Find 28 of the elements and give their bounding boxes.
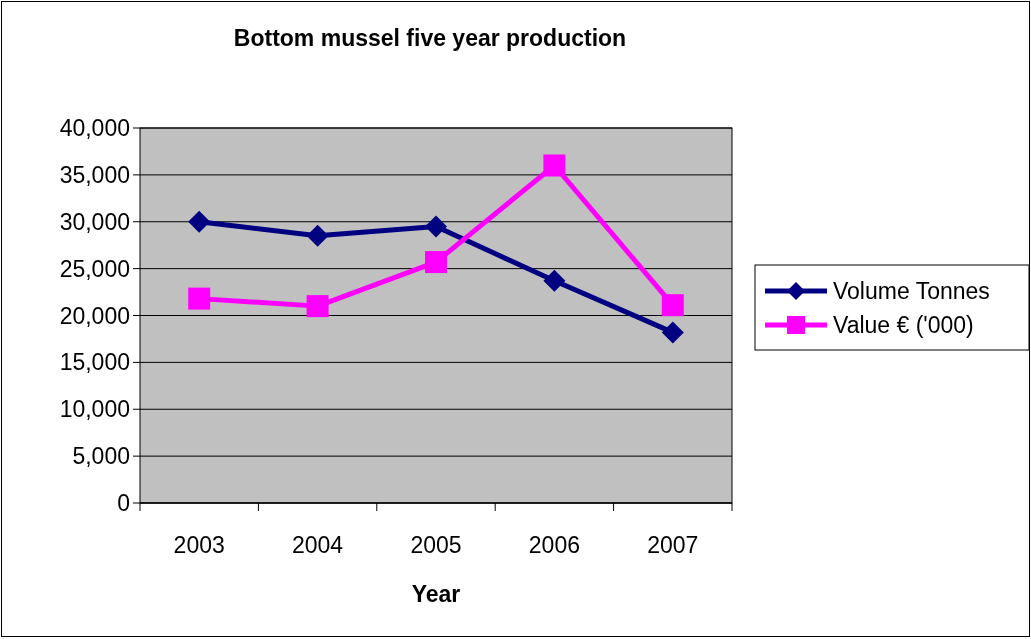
y-tick-label: 30,000	[59, 208, 130, 235]
point	[661, 321, 684, 344]
y-tick-label: 25,000	[59, 255, 130, 282]
y-tick-label: 15,000	[59, 349, 130, 376]
x-tick-label: 2005	[410, 532, 462, 558]
y-tick-label: 0	[117, 490, 130, 517]
point	[425, 215, 447, 238]
x-tick-label: 2004	[292, 532, 344, 558]
y-tick-label: 10,000	[59, 396, 130, 423]
point	[661, 294, 684, 317]
legend-label: Volume Tonnes	[833, 278, 990, 305]
x-tick-label: 2006	[528, 532, 580, 558]
x-axis-title: Year	[411, 581, 461, 607]
y-tick-label: 5,000	[72, 443, 130, 470]
point	[188, 287, 211, 310]
point	[306, 224, 329, 247]
legend-label: Value € ('000)	[833, 312, 974, 339]
y-tick-label: 40,000	[59, 115, 130, 142]
y-tick-label: 35,000	[59, 161, 130, 188]
chart-title: Bottom mussel five year production	[233, 25, 627, 51]
point	[543, 269, 566, 292]
point	[425, 251, 447, 274]
x-tick-label: 2007	[647, 532, 699, 558]
point	[306, 295, 329, 318]
x-tick-label: 2003	[173, 532, 225, 558]
point	[543, 154, 566, 177]
point	[188, 210, 211, 233]
y-tick-label: 20,000	[59, 302, 130, 329]
